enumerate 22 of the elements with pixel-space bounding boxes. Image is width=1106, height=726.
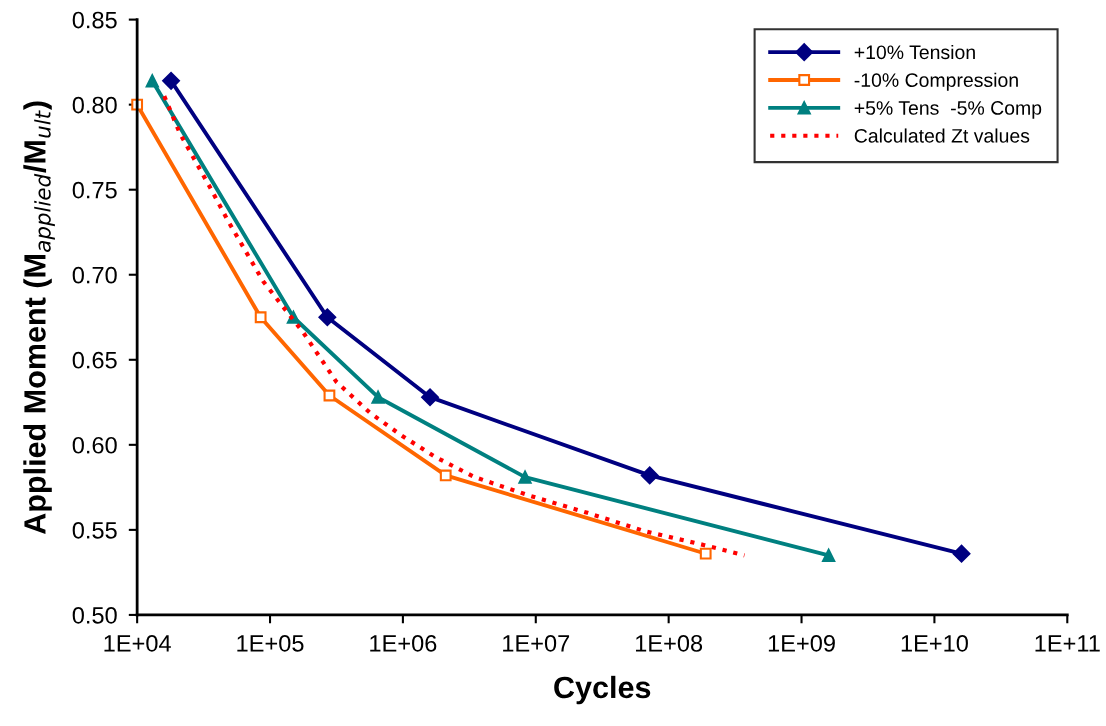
x-tick-label: 1E+04 <box>104 634 171 652</box>
legend-label: +5% Tens -5% Comp <box>854 101 1042 119</box>
y-axis-title: Applied Moment (M$_{applied}$/M$_{ult}$) <box>23 101 55 535</box>
y-tick-label: 0.80 <box>72 96 117 114</box>
y-tick-label: 0.55 <box>72 521 117 539</box>
y-tick-label: 0.75 <box>72 181 117 199</box>
x-axis-title: Cycles <box>554 675 651 705</box>
x-tick-label: 1E+11 <box>1035 635 1100 652</box>
x-tick-label: 1E+10 <box>901 634 968 652</box>
x-tick-label: 1E+08 <box>635 634 703 652</box>
y-tick-label: 0.65 <box>72 351 117 369</box>
x-tick-label: 1E+05 <box>237 634 304 652</box>
y-tick-label: 0.70 <box>72 266 117 284</box>
x-tick-label: 1E+09 <box>768 634 835 652</box>
y-tick-label: 0.85 <box>72 11 117 29</box>
legend-label: +10% Tension <box>854 44 975 60</box>
y-tick-label: 0.60 <box>72 436 117 454</box>
legend-label: -10% Compression <box>854 72 1018 91</box>
y-tick-label: 0.50 <box>72 606 117 624</box>
x-tick-label: 1E+07 <box>503 634 570 652</box>
x-tick-label: 1E+06 <box>370 634 437 652</box>
legend-label: Calculated Zt values <box>854 128 1030 143</box>
